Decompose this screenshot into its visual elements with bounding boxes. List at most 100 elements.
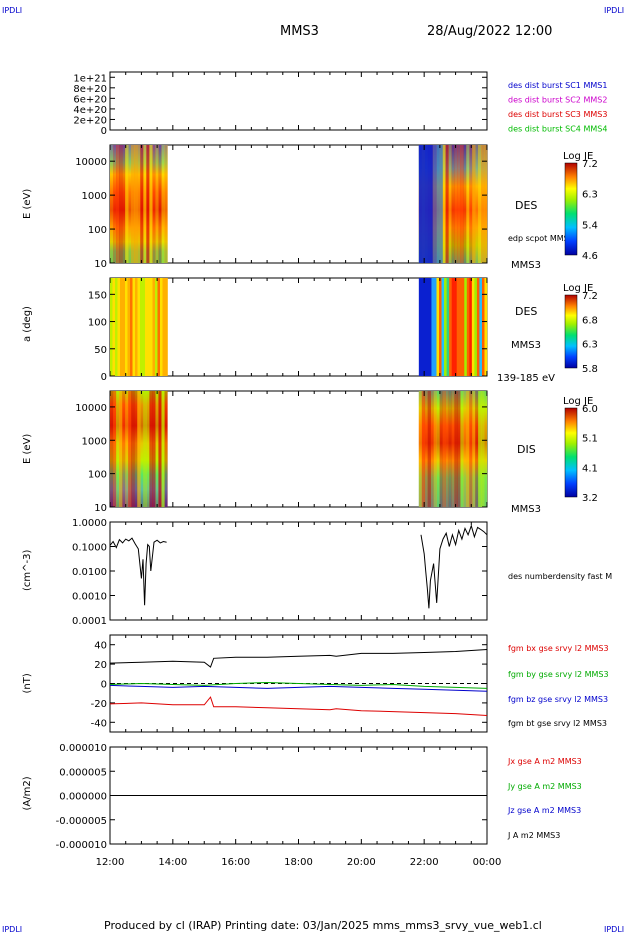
des-energy-stripe xyxy=(475,145,479,263)
burst-legend-entry: des dist burst SC2 MMS2 xyxy=(508,96,607,105)
des-energy-stripe xyxy=(119,145,123,263)
dis-energy-stripe xyxy=(131,391,135,507)
des-pa-stripe xyxy=(124,278,128,376)
dis-energy-stripe xyxy=(424,391,429,507)
des-energy-colorbar-tick-label: 5.4 xyxy=(582,220,598,231)
des-pa-stripe xyxy=(479,278,483,376)
burst-legend-entry: des dist burst SC1 MMS1 xyxy=(508,81,607,90)
dis-energy-stripe xyxy=(146,391,150,507)
des-pa-stripe xyxy=(431,278,435,376)
dis-energy-stripe xyxy=(421,391,426,507)
des-pa-stripe xyxy=(421,278,425,376)
corner-label-top-right: IPDLI xyxy=(604,6,624,15)
corner-label-bottom-right: IPDLI xyxy=(604,925,624,934)
des-pa-stripe xyxy=(159,278,163,376)
des-energy-ylabel: E (eV) xyxy=(22,189,33,219)
dis-energy-stripe xyxy=(143,391,147,507)
des-energy-stripe xyxy=(164,145,168,263)
bfield-legend-entry: fgm bx gse srvy l2 MMS3 xyxy=(508,644,609,653)
bfield-line xyxy=(109,681,488,689)
des-pa-stripe xyxy=(469,278,473,376)
des-energy-stripe xyxy=(158,145,162,263)
dis-energy-stripe xyxy=(134,391,138,507)
dis-energy-stripe xyxy=(472,391,476,507)
des-pa-stripe xyxy=(461,278,465,376)
des-pa-stripe xyxy=(444,278,447,376)
x-tick-label: 20:00 xyxy=(347,857,376,868)
des-energy-tick-label: 100 xyxy=(88,225,107,236)
des-pa-stripe xyxy=(132,278,136,376)
des-pa-stripe xyxy=(157,278,161,376)
des-energy-label: DES xyxy=(515,199,537,212)
des-pa-stripe xyxy=(428,278,432,376)
bfield-legend-entry: fgm bt gse srvy l2 MMS3 xyxy=(508,719,607,728)
bfield-legend-entry: fgm bz gse srvy l2 MMS3 xyxy=(508,695,608,704)
dis-energy-colorbar-tick-label: 5.1 xyxy=(582,434,598,445)
des-pa-stripe xyxy=(481,278,485,376)
current-tick-label: -0.000005 xyxy=(56,816,107,827)
dis-energy-stripe xyxy=(445,391,449,507)
des-energy-colorbar-title: Log JE xyxy=(563,151,593,162)
des-pa-stripe xyxy=(152,278,156,376)
des-pa-stripe xyxy=(474,278,478,376)
density-ylabel: (cm^-3) xyxy=(22,550,33,591)
dis-energy-stripe xyxy=(448,391,452,507)
burst-legend-entry: des dist burst SC4 MMS4 xyxy=(508,125,607,134)
des-pa-stripe xyxy=(423,278,427,376)
des-energy-stripe xyxy=(484,145,488,263)
des-energy-spacecraft: MMS3 xyxy=(511,260,541,271)
dis-energy-stripe xyxy=(158,391,162,507)
current-legend-entry: J A m2 MMS3 xyxy=(507,831,560,840)
des-energy-stripe xyxy=(466,145,470,263)
density-tick-label: 0.0010 xyxy=(72,592,107,603)
des-energy-low-band xyxy=(432,145,443,263)
current-ylabel: (A/m2) xyxy=(22,776,33,810)
footer-text: Produced by cl (IRAP) Printing date: 03/… xyxy=(104,919,542,932)
des-pa-stripe xyxy=(426,278,430,376)
des-energy-stripe xyxy=(469,145,473,263)
des-pa-label: DES xyxy=(515,305,537,318)
des-energy-tick-label: 10000 xyxy=(75,157,107,168)
des-pa-ylabel: a (deg) xyxy=(22,306,33,342)
current-tick-label: 0.000000 xyxy=(59,792,107,803)
des-pa-colorbar-tick-label: 6.8 xyxy=(582,315,598,326)
des-pa-colorbar-title: Log JE xyxy=(563,283,593,294)
bfield-tick-label: -20 xyxy=(91,699,107,710)
bfield-line xyxy=(109,684,488,692)
des-pa-stripe xyxy=(139,278,143,376)
density-tick-label: 1.0000 xyxy=(72,518,107,529)
des-energy-stripe xyxy=(463,145,467,263)
des-pa-stripe xyxy=(449,278,452,376)
des-pa-stripe xyxy=(154,278,158,376)
des-energy-stripe xyxy=(137,145,141,263)
des-energy-stripe xyxy=(448,145,452,263)
dis-energy-stripe xyxy=(161,391,165,507)
burst-tick-label: 1e+21 xyxy=(73,73,107,84)
des-pa-spacecraft: MMS3 xyxy=(511,340,541,351)
des-energy-stripe xyxy=(445,145,449,263)
x-tick-label: 14:00 xyxy=(158,857,187,868)
dis-energy-stripe xyxy=(433,391,437,507)
des-energy-stripe xyxy=(113,145,117,263)
des-energy-stripe xyxy=(478,145,482,263)
burst-legend-entry: des dist burst SC3 MMS3 xyxy=(508,110,607,119)
des-energy-stripe xyxy=(149,145,153,263)
des-pa-stripe xyxy=(476,278,480,376)
des-energy-low-band xyxy=(418,145,433,263)
des-pa-stripe xyxy=(137,278,141,376)
burst-panel-frame xyxy=(109,71,488,131)
dis-energy-stripe xyxy=(116,391,120,507)
current-legend-entry: Jx gse A m2 MMS3 xyxy=(507,757,582,766)
current-legend-entry: Jz gse A m2 MMS3 xyxy=(507,806,581,815)
current-legend-entry: Jy gse A m2 MMS3 xyxy=(507,782,582,791)
burst-tick-label: 0 xyxy=(101,126,107,137)
bfield-line xyxy=(109,696,488,716)
bfield-tick-label: 0 xyxy=(101,680,107,691)
dis-energy-stripe xyxy=(149,391,153,507)
dis-energy-stripe xyxy=(463,391,467,507)
des-energy-stripe xyxy=(454,145,458,263)
des-energy-stripe xyxy=(457,145,461,263)
des-pa-stripe xyxy=(441,278,445,376)
dis-energy-stripe xyxy=(122,391,126,507)
